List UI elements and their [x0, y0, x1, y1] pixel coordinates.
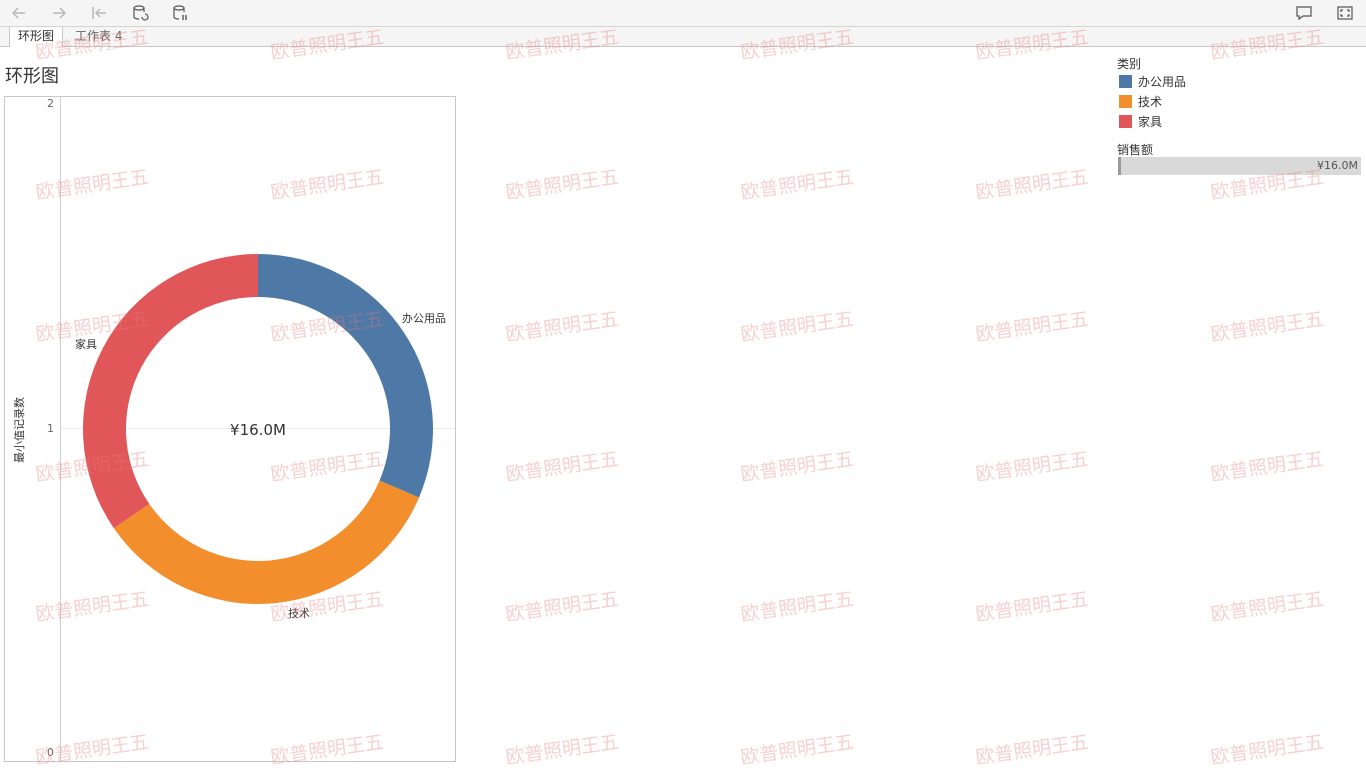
legend-label: 家具 [1138, 114, 1163, 129]
y-tick-label: 1 [47, 422, 54, 435]
y-tick-label: 0 [47, 746, 54, 759]
sheet-title: 环形图 [5, 66, 59, 87]
legend-title: 类别 [1117, 57, 1142, 71]
sheet-tabs: 环形图 工作表 4 [0, 27, 1366, 47]
back-icon[interactable] [9, 3, 29, 23]
legend-item[interactable]: 家具 [1119, 114, 1163, 129]
tab-donut-chart[interactable]: 环形图 [9, 27, 64, 47]
size-legend-bar: ¥16.0M [1118, 157, 1361, 175]
tab-worksheet-4[interactable]: 工作表 4 [75, 29, 123, 43]
slice-label: 办公用品 [402, 312, 446, 325]
donut-slice[interactable] [258, 254, 434, 498]
size-legend-value: ¥16.0M [1317, 159, 1358, 172]
first-page-icon[interactable] [89, 3, 109, 23]
slice-label: 技术 [288, 607, 310, 620]
legend-item[interactable]: 技术 [1119, 94, 1163, 109]
forward-icon[interactable] [49, 3, 69, 23]
donut-slice[interactable] [82, 254, 258, 529]
legend-swatch [1119, 74, 1132, 88]
legend-label: 技术 [1138, 94, 1163, 109]
legend-swatch [1119, 114, 1132, 128]
legend-item[interactable]: 办公用品 [1119, 74, 1187, 89]
chart-pane [4, 96, 456, 762]
axis-divider [60, 97, 61, 761]
center-total-label: ¥16.0M [230, 421, 286, 439]
size-legend-title: 销售额 [1117, 143, 1154, 157]
legend-swatch [1119, 94, 1132, 108]
refresh-data-icon[interactable] [130, 3, 150, 23]
legend-label: 办公用品 [1138, 74, 1187, 89]
slice-label: 家具 [75, 337, 97, 351]
gridline [61, 428, 455, 429]
y-tick-label: 2 [47, 97, 54, 110]
donut-slice[interactable] [113, 480, 420, 604]
toolbar [0, 0, 1366, 27]
pause-data-icon[interactable] [170, 3, 190, 23]
fullscreen-icon[interactable] [1335, 3, 1355, 23]
comment-icon[interactable] [1294, 3, 1314, 23]
